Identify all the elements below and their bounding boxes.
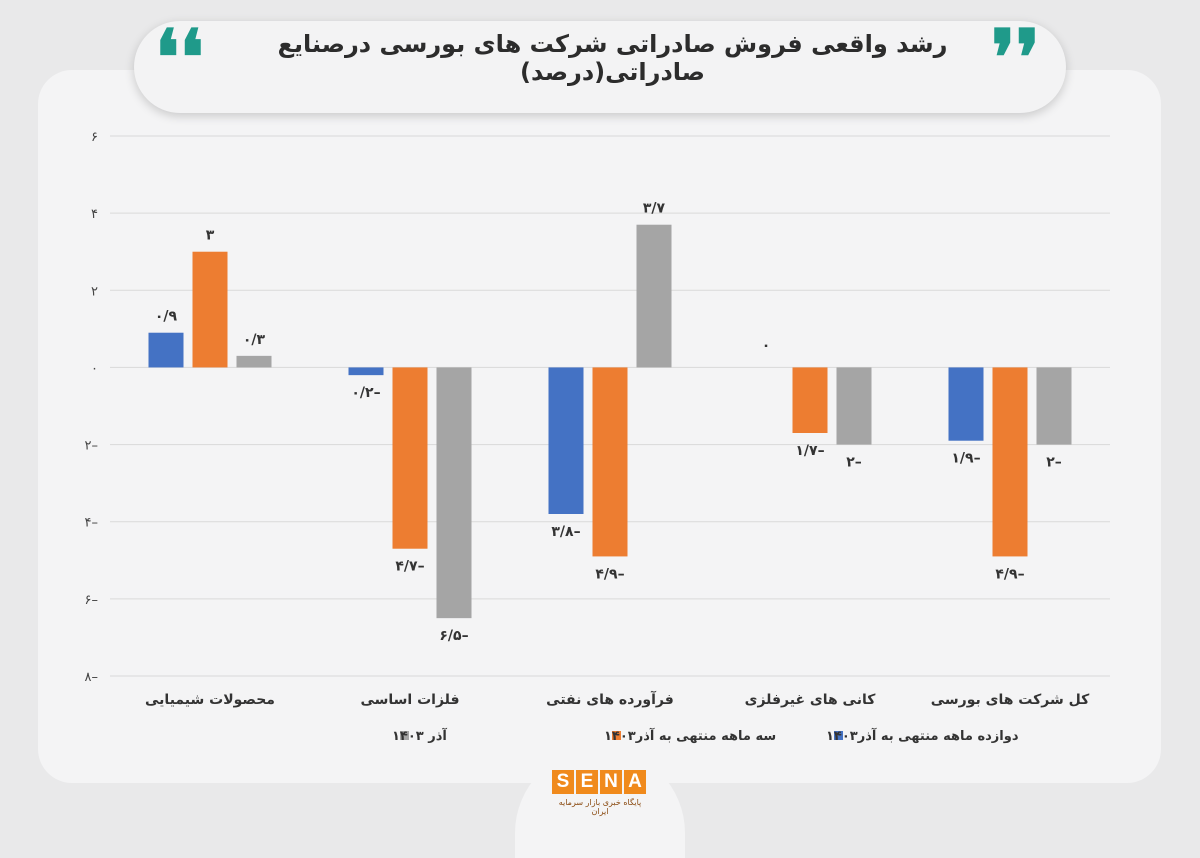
- title-banner: [134, 21, 1066, 113]
- legend-label: سه ماهه منتهی به آذر۱۴۰۳: [604, 727, 776, 744]
- data-label: ۲–: [1046, 455, 1062, 471]
- data-label: ۱/۷–: [795, 443, 824, 459]
- category-label: کانی های غیرفلزی: [745, 692, 877, 708]
- legend-label: آذر ۱۴۰۳: [392, 727, 447, 744]
- bar-chart: ۶ ۴ ۲ ۰ ۲– ۴– ۶– ۸– ۰/۹ ۳ ۰/۳ محصولات شیمیایی ۰/۲– ۴/…: [85, 130, 1110, 744]
- category-label: فرآورده های نفتی: [546, 690, 674, 708]
- logo-letter-e: E: [576, 770, 598, 794]
- category-label: محصولات شیمیایی: [145, 692, 275, 708]
- chart-title: رشد واقعی فروش صادراتی شرکت های بورسی در…: [277, 30, 948, 86]
- data-label: ۰/۳: [243, 332, 266, 348]
- logo-subtitle: پایگاه خبری بازار سرمایه ایران: [558, 798, 642, 816]
- y-tick-label: ۴–: [85, 516, 98, 531]
- data-label: ۳/۸–: [551, 524, 580, 540]
- data-label: ۰/۲–: [351, 385, 380, 401]
- bar: [192, 251, 228, 368]
- bar: [1036, 367, 1072, 445]
- bar: [836, 367, 872, 445]
- data-label: ۱/۹–: [951, 451, 980, 467]
- y-tick-label: ۶–: [85, 593, 98, 608]
- data-label: ۴/۹–: [995, 566, 1024, 582]
- sena-logo: S E N A پایگاه خبری بازار سرمایه ایران: [552, 770, 648, 816]
- bar: [592, 367, 628, 557]
- bar: [236, 355, 272, 368]
- legend-swatch: [834, 731, 843, 740]
- bar: [636, 224, 672, 368]
- legend-swatch: [400, 731, 409, 740]
- y-tick-label: ۲–: [85, 439, 98, 454]
- y-tick-label: ۶: [91, 130, 98, 145]
- data-label: ۰: [762, 337, 771, 353]
- logo-letter-n: N: [600, 770, 622, 794]
- bar: [392, 367, 428, 549]
- data-label: ۳: [206, 228, 215, 244]
- quote-close-icon: ❜❜: [991, 13, 1040, 102]
- bar: [436, 367, 472, 619]
- y-tick-label: ۴: [91, 207, 98, 222]
- y-tick-label: ۲: [91, 284, 98, 299]
- bar: [348, 367, 384, 376]
- bar: [948, 367, 984, 441]
- y-tick-label: ۸–: [85, 670, 98, 685]
- logo-letter-s: S: [552, 770, 574, 794]
- data-label: ۴/۷–: [395, 559, 424, 575]
- data-label: ۰/۹: [155, 309, 178, 325]
- data-label: ۳/۷: [643, 201, 666, 217]
- bar: [792, 367, 828, 433]
- y-tick-label: ۰: [91, 361, 98, 376]
- legend-label: دوازده ماهه منتهی به آذر۱۴۰۳: [826, 727, 1019, 744]
- data-label: ۲–: [846, 455, 862, 471]
- logo-letter-a: A: [624, 770, 646, 794]
- data-label: ۶/۵–: [439, 628, 468, 644]
- bar: [992, 367, 1028, 557]
- category-label: فلزات اساسی: [360, 692, 459, 708]
- legend-swatch: [612, 731, 621, 740]
- quote-open-icon: ❛❛: [155, 13, 204, 102]
- data-label: ۴/۹–: [595, 566, 624, 582]
- bar: [148, 332, 184, 368]
- bar: [548, 367, 584, 514]
- category-label: کل شرکت های بورسی: [931, 692, 1090, 708]
